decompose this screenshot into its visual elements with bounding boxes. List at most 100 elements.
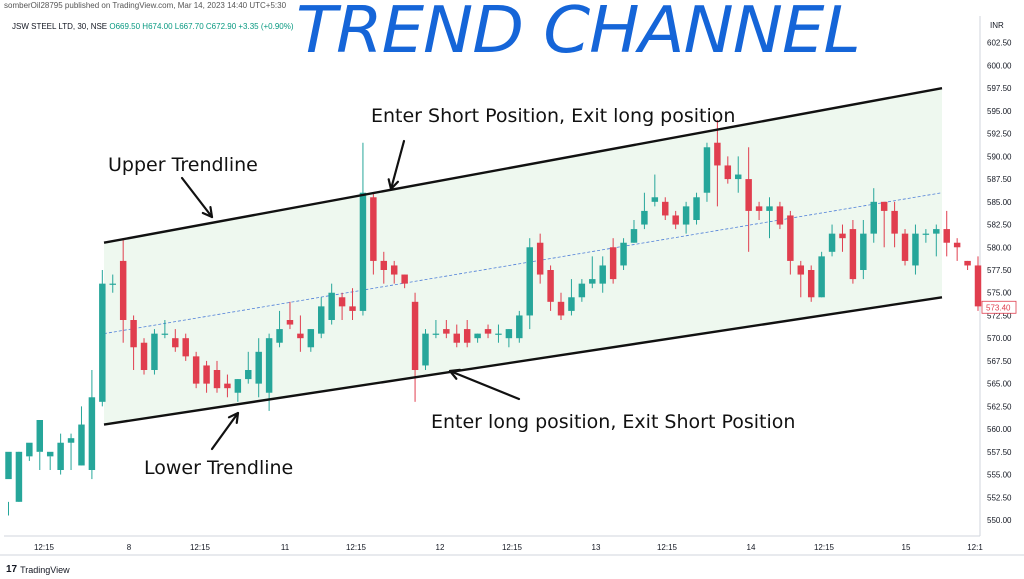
candle [974, 265, 982, 307]
candle [495, 333, 502, 335]
candle [99, 283, 106, 402]
candle [526, 247, 533, 316]
arrow-upper-trendline [180, 176, 214, 219]
candle [46, 451, 54, 457]
candle [161, 333, 169, 335]
channel-fill [104, 88, 942, 425]
y-tick-label: 570.00 [987, 334, 1012, 343]
candle [463, 329, 471, 343]
candle [620, 242, 627, 266]
candle [130, 320, 137, 348]
arrow-short-entry-head [387, 178, 400, 191]
candle [213, 370, 221, 389]
y-tick-label: 567.50 [987, 357, 1012, 366]
last-price-box [981, 300, 1017, 314]
chart-title: TREND CHANNEL [296, 0, 861, 68]
candle [828, 233, 836, 252]
lower-trendline [103, 296, 943, 426]
candle [505, 329, 513, 339]
x-tick-label: 8 [127, 543, 132, 552]
candle [151, 333, 158, 370]
candle [849, 229, 857, 280]
candle [516, 315, 523, 339]
candle [474, 333, 481, 339]
upper-trendline [103, 87, 943, 244]
candle [255, 351, 262, 384]
candle [724, 165, 732, 180]
candle [787, 215, 794, 261]
candle [536, 242, 544, 275]
candle [557, 301, 565, 316]
y-tick-label: 587.50 [987, 175, 1012, 184]
candle [328, 292, 335, 320]
candle [349, 306, 356, 311]
y-tick-label: 562.50 [987, 402, 1012, 411]
candle [276, 329, 283, 343]
candle [693, 197, 700, 220]
candle [15, 451, 23, 502]
candle [578, 283, 586, 298]
y-tick-label: 557.50 [987, 448, 1012, 457]
candle [307, 329, 315, 348]
candle [651, 197, 659, 202]
candle [901, 233, 909, 261]
y-tick-label: 550.00 [987, 516, 1012, 525]
currency-label: INR [990, 21, 1004, 30]
y-tick-label: 560.00 [987, 425, 1012, 434]
arrow-long-entry-head [448, 368, 462, 380]
candle [109, 283, 116, 285]
x-tick-label: 14 [747, 543, 756, 552]
candle [411, 301, 419, 370]
candle [265, 338, 273, 393]
candle [422, 333, 429, 366]
ohlc-values: O669.50 H674.00 L667.70 C672.90 +3.35 (+… [109, 22, 294, 31]
candle [880, 201, 888, 211]
candle [390, 265, 398, 275]
y-tick-label: 580.00 [987, 243, 1012, 252]
y-tick-label: 577.50 [987, 266, 1012, 275]
y-tick-label: 582.50 [987, 221, 1012, 230]
candle [641, 210, 648, 225]
x-tick-label: 15 [902, 543, 911, 552]
arrow-lower-trendline [210, 411, 240, 451]
candle [453, 333, 460, 343]
candle [964, 260, 971, 266]
candle [662, 201, 669, 216]
x-tick-label: 12 [436, 543, 445, 552]
candle [88, 397, 96, 470]
y-tick-label: 552.50 [987, 493, 1012, 502]
candle [36, 420, 44, 452]
y-tick-label: 602.50 [987, 39, 1012, 48]
candle [234, 379, 242, 393]
candle [338, 297, 346, 307]
candle [192, 356, 200, 384]
candle [297, 333, 304, 339]
candle [776, 206, 784, 225]
candle [943, 229, 950, 243]
candle [922, 233, 930, 235]
annotation-short: Enter Short Position, Exit long position [371, 105, 736, 127]
y-tick-label: 565.00 [987, 380, 1012, 389]
candle [797, 265, 805, 275]
candle [860, 233, 867, 270]
x-tick-label: 12:15 [346, 543, 367, 552]
candle [734, 174, 742, 180]
candle [912, 233, 919, 266]
y-tick-label: 585.00 [987, 198, 1012, 207]
x-tick-label: 11 [281, 543, 290, 552]
symbol-name: JSW STEEL LTD, 30, NSE [12, 22, 108, 31]
candle [599, 265, 606, 284]
annotation-long: Enter long position, Exit Short Position [431, 411, 796, 433]
candle [286, 320, 294, 325]
y-tick-label: 555.00 [987, 471, 1012, 480]
candle [891, 210, 898, 234]
candle [870, 201, 877, 234]
annotation-lower-trendline: Lower Trendline [144, 457, 294, 479]
channel-midline [103, 192, 943, 335]
candle [547, 270, 554, 302]
candle [443, 329, 450, 334]
candle [818, 256, 825, 298]
candle [57, 442, 64, 470]
x-tick-label: 12:15 [34, 543, 55, 552]
